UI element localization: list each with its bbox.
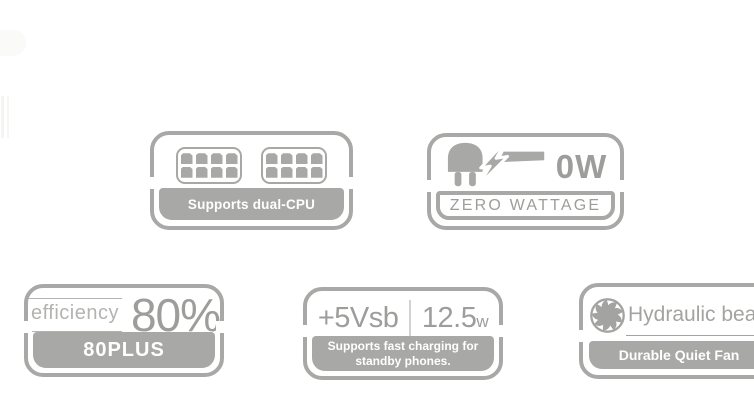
connector-pin [310,153,323,165]
connector-pin [265,153,278,165]
connector-pin [295,153,308,165]
connector-pin [225,153,238,165]
border-notch [216,321,225,333]
dual-cpu-banner-label: Supports dual-CPU [187,196,316,212]
standby-rail-label: +5Vsb [317,301,399,334]
cropped-badge-artifact [7,96,9,138]
connector-pin [180,153,193,165]
fan-banner: Durable Quiet Fan [589,341,754,369]
fan-icon [590,298,625,333]
efficiency-banner: 80PLUS [33,332,215,368]
connector-pin [195,153,208,165]
connector-pin [280,166,293,178]
standby-watts: 12.5w [421,301,489,335]
border-notch [23,321,32,333]
cpu-8pin-connector-icon [261,147,327,184]
vertical-divider [409,300,411,336]
zero-wattage-banner: ZERO WATTAGE [436,191,615,220]
standby-watts-unit: w [476,311,489,331]
border-notch [302,325,311,337]
cpu-8pin-connector-icon [176,147,242,184]
connector-pin [310,166,323,178]
unplugged-power-plug-icon [447,141,544,187]
border-notch [426,180,435,192]
connector-pin [295,166,308,178]
connector-pin [180,166,193,178]
badge-dual-cpu: Supports dual-CPU [149,131,354,230]
fan-bearing-label: Hydraulic bearing [626,297,754,336]
dual-cpu-banner: Supports dual-CPU [159,188,344,220]
standby-watts-value: 12.5 [421,301,477,334]
border-notch [616,180,625,192]
standby-banner: Supports fast charging for standby phone… [312,336,494,371]
badge-zero-wattage: 0W ZERO WATTAGE [426,133,625,230]
connector-pin [210,166,223,178]
border-notch [149,177,158,189]
connector-pin [265,166,278,178]
connector-pin [195,166,208,178]
cropped-badge-artifact [1,96,4,138]
efficiency-label: efficiency [27,298,122,332]
connector-pin [280,153,293,165]
connector-pin [210,153,223,165]
border-notch [345,177,354,189]
standby-banner-line1: Supports fast charging for [327,339,479,354]
cropped-badge-artifact [0,30,26,56]
efficiency-banner-label: 80PLUS [83,338,165,361]
border-notch [495,325,504,337]
connector-pin [225,166,238,178]
border-notch [578,330,587,342]
badge-efficiency-80plus: efficiency 80% 80PLUS [23,284,225,377]
badge-standby-power: +5Vsb 12.5w Supports fast charging for s… [302,287,504,380]
standby-banner-line2: standby phones. [355,353,451,368]
zero-wattage-banner-label: ZERO WATTAGE [449,196,602,214]
zero-wattage-value: 0W [555,148,608,185]
fan-banner-label: Durable Quiet Fan [618,347,740,363]
badge-quiet-fan: Hydraulic bearing Durable Quiet Fan [578,283,754,379]
